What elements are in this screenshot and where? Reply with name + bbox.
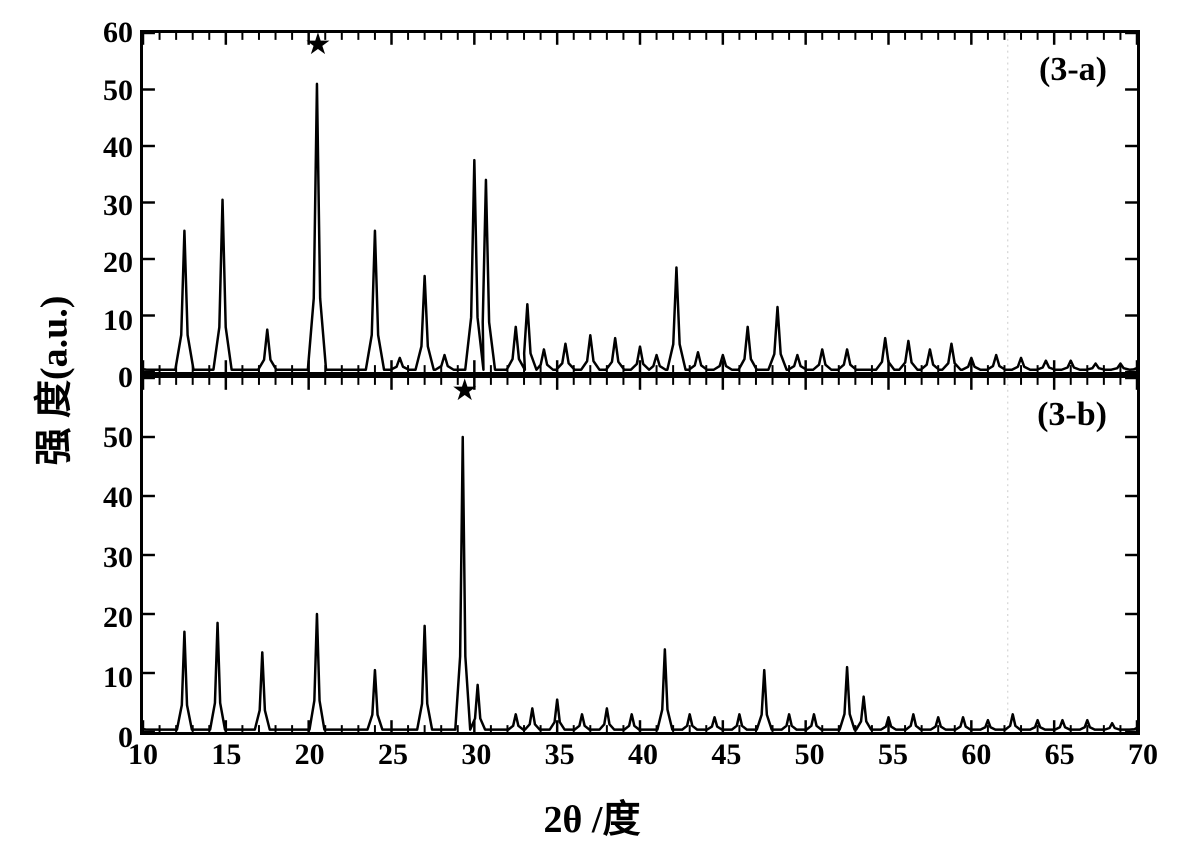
xrd-figure: 强 度(a.u.) 2θ /度 (3-a) ★ 0102030405060 (3… xyxy=(0,0,1184,856)
y-tick-label: 50 xyxy=(73,74,133,108)
x-tick-label: 55 xyxy=(878,738,908,772)
y-tick-label: 0 xyxy=(73,721,133,755)
y-tick-label: 10 xyxy=(73,304,133,338)
y-tick-label: 0 xyxy=(73,361,133,395)
y-tick-label: 10 xyxy=(73,661,133,695)
xrd-panel-b: (3-b) ★ 01020304050101520253035404550556… xyxy=(140,375,1140,735)
x-tick-label: 15 xyxy=(211,738,241,772)
star-marker-b: ★ xyxy=(451,373,478,408)
y-axis-label: 强 度(a.u.) xyxy=(23,295,78,465)
y-tick-label: 20 xyxy=(73,246,133,280)
y-tick-label: 30 xyxy=(73,189,133,223)
xrd-panel-a: (3-a) ★ 0102030405060 xyxy=(140,30,1140,375)
x-tick-label: 40 xyxy=(628,738,658,772)
x-tick-label: 65 xyxy=(1045,738,1075,772)
star-marker-a: ★ xyxy=(305,27,332,62)
x-tick-label: 10 xyxy=(128,738,158,772)
y-tick-label: 40 xyxy=(73,481,133,515)
x-tick-label: 70 xyxy=(1128,738,1158,772)
y-tick-label: 30 xyxy=(73,541,133,575)
xrd-plot-a xyxy=(143,33,1137,372)
x-tick-label: 30 xyxy=(461,738,491,772)
x-tick-label: 35 xyxy=(545,738,575,772)
y-tick-label: 20 xyxy=(73,601,133,635)
panel-a-label: (3-a) xyxy=(1039,51,1107,89)
y-axis-label-container: 强 度(a.u.) xyxy=(20,0,80,760)
x-tick-label: 50 xyxy=(795,738,825,772)
x-tick-label: 25 xyxy=(378,738,408,772)
xrd-plot-b xyxy=(143,378,1137,732)
panel-b-label: (3-b) xyxy=(1037,396,1107,434)
y-tick-label: 40 xyxy=(73,131,133,165)
x-tick-label: 60 xyxy=(961,738,991,772)
x-tick-label: 20 xyxy=(295,738,325,772)
y-tick-label: 60 xyxy=(73,16,133,50)
x-axis-label: 2θ /度 xyxy=(0,788,1184,843)
y-tick-label: 50 xyxy=(73,421,133,455)
x-tick-label: 45 xyxy=(711,738,741,772)
